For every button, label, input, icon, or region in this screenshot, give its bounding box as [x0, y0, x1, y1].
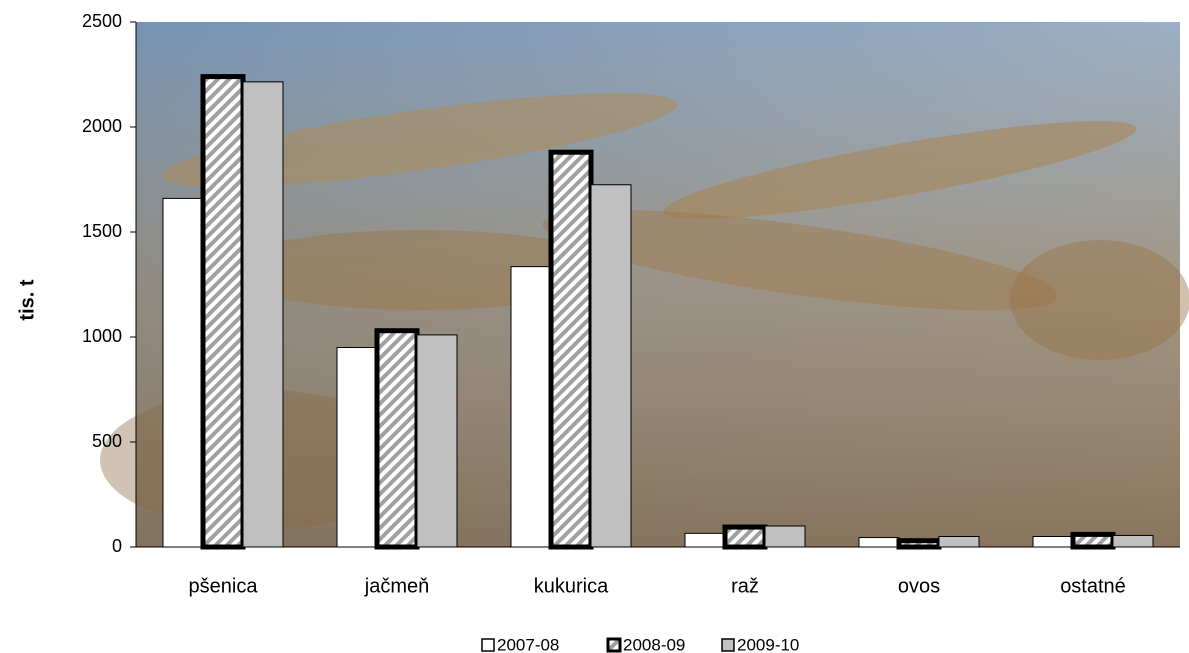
y-tick-label: 1000: [82, 326, 122, 346]
x-tick-label: ovos: [898, 575, 940, 597]
bar: [685, 533, 725, 547]
bar: [377, 331, 417, 547]
bar: [725, 527, 765, 547]
bar: [203, 77, 243, 547]
legend-swatch: [722, 639, 734, 651]
bar: [337, 348, 377, 548]
bar: [939, 537, 979, 548]
legend-label: 2008-09: [623, 635, 685, 653]
y-tick-label: 500: [92, 431, 122, 451]
x-tick-label: jačmeň: [364, 575, 429, 597]
bar: [1033, 537, 1073, 548]
bar: [417, 335, 457, 547]
x-tick-label: kukurica: [534, 575, 609, 597]
bar: [765, 526, 805, 547]
bar: [1073, 534, 1113, 547]
bar: [859, 538, 899, 547]
x-tick-label: raž: [731, 575, 759, 597]
chart: tis. t 0 500 1000 1500 2000 2500 pšenica jačmeň…: [0, 0, 1189, 653]
bar: [551, 152, 591, 547]
legend-label: 2009-10: [737, 635, 799, 653]
bar: [163, 198, 203, 547]
y-axis-label: tis. t: [16, 279, 38, 320]
bar: [1113, 535, 1153, 547]
bar: [243, 82, 283, 547]
legend-swatch: [482, 639, 494, 651]
legend-swatch: [608, 639, 620, 651]
y-tick-label: 0: [112, 536, 122, 556]
y-tick-label: 2000: [82, 116, 122, 136]
x-tick-label: pšenica: [189, 575, 259, 597]
y-tick-label: 2500: [82, 11, 122, 31]
bar: [899, 541, 939, 547]
legend-label: 2007-08: [497, 635, 559, 653]
y-tick-label: 1500: [82, 221, 122, 241]
bar: [511, 267, 551, 547]
x-tick-label: ostatné: [1060, 575, 1126, 597]
bar: [591, 185, 631, 547]
